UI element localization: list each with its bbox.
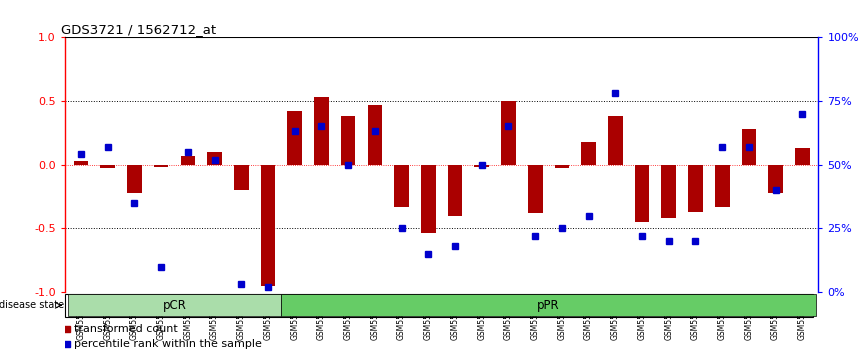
Bar	[68, 294, 281, 316]
Bar	[501, 101, 516, 165]
Text: GDS3721 / 1562712_at: GDS3721 / 1562712_at	[61, 23, 216, 36]
Bar	[207, 152, 222, 165]
Bar	[662, 165, 676, 218]
Bar	[608, 116, 623, 165]
Bar	[127, 165, 142, 193]
Text: pCR: pCR	[163, 299, 186, 312]
Bar	[281, 294, 816, 316]
Bar	[314, 97, 329, 165]
Bar	[581, 142, 596, 165]
Bar	[795, 148, 810, 165]
Bar	[74, 161, 88, 165]
Bar	[688, 165, 703, 212]
Bar	[475, 165, 489, 167]
Text: percentile rank within the sample: percentile rank within the sample	[74, 339, 262, 349]
Bar	[261, 165, 275, 286]
Bar	[635, 165, 650, 222]
Bar	[448, 165, 462, 216]
Bar	[768, 165, 783, 193]
Text: transformed count: transformed count	[74, 324, 178, 333]
Bar	[741, 129, 756, 165]
Bar	[394, 165, 409, 207]
Bar	[421, 165, 436, 233]
Bar	[288, 111, 302, 165]
Bar	[527, 165, 542, 213]
Bar	[100, 165, 115, 169]
Text: disease state: disease state	[0, 300, 64, 310]
Text: pPR: pPR	[537, 299, 559, 312]
Bar	[554, 165, 569, 169]
Bar	[714, 165, 729, 207]
Bar	[154, 165, 169, 167]
Bar	[234, 165, 249, 190]
Bar	[367, 105, 382, 165]
Bar	[341, 116, 356, 165]
Bar	[180, 156, 195, 165]
